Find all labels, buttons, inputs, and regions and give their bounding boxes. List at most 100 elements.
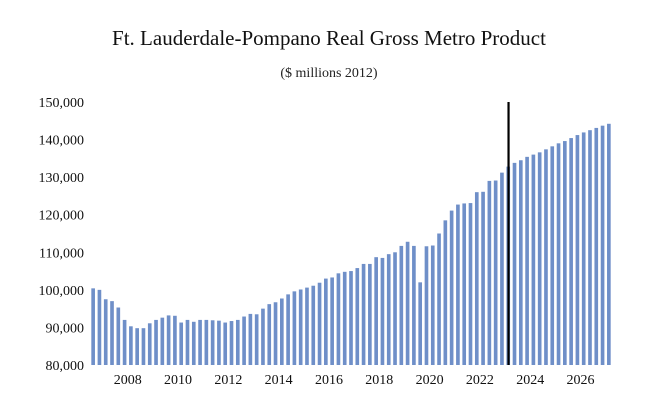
x-tick-label: 2010 (164, 373, 192, 388)
bar (97, 289, 102, 365)
bar (399, 245, 404, 365)
bar (210, 320, 215, 365)
y-axis-ticks: 80,000 90,000 100,000 110,000 120,000 130,000… (39, 96, 85, 374)
x-tick-label: 2020 (416, 373, 444, 388)
bar (141, 328, 146, 365)
bar (531, 154, 536, 365)
bar (594, 127, 599, 365)
bar (147, 323, 152, 365)
bar (242, 316, 246, 365)
x-tick-label: 2016 (315, 373, 343, 388)
bar (525, 156, 529, 365)
bar (191, 321, 196, 365)
bar (116, 307, 121, 365)
bar (443, 220, 448, 365)
bar (179, 322, 184, 365)
bar (355, 268, 360, 365)
bar (449, 210, 454, 365)
bar (474, 192, 479, 365)
bar (412, 245, 416, 365)
chart-subtitle: ($ millions 2012) (280, 66, 378, 81)
bar (292, 291, 297, 365)
bar (437, 233, 441, 365)
bar (311, 285, 316, 365)
x-tick-label: 2014 (265, 373, 293, 388)
bar (305, 287, 309, 365)
bar (330, 277, 334, 365)
bar (537, 152, 542, 365)
bar (103, 299, 108, 365)
x-tick-label: 2008 (114, 373, 142, 388)
bar (368, 263, 372, 365)
y-tick-label: 80,000 (46, 359, 85, 374)
bar (248, 313, 253, 365)
bar (575, 135, 580, 365)
bar (173, 315, 177, 365)
bar (424, 246, 429, 365)
chart-title: Ft. Lauderdale-Pompano Real Gross Metro … (112, 26, 546, 50)
bar (500, 172, 504, 365)
bar (380, 257, 385, 365)
bar (91, 288, 95, 365)
bar (462, 203, 467, 365)
bar (550, 146, 555, 365)
bar (556, 143, 561, 365)
bar (418, 282, 423, 365)
bar (581, 132, 586, 365)
y-tick-label: 150,000 (39, 96, 85, 111)
bar (229, 321, 234, 365)
bar (267, 304, 272, 365)
bar (317, 282, 322, 365)
y-tick-label: 120,000 (39, 209, 85, 224)
bar (588, 130, 592, 365)
bar (393, 252, 397, 365)
bar (160, 317, 165, 365)
bar (600, 125, 605, 365)
x-tick-label: 2026 (567, 373, 595, 388)
bar (349, 271, 353, 365)
bar (518, 160, 523, 365)
y-tick-label: 100,000 (39, 284, 85, 299)
bar (298, 289, 303, 365)
bar (386, 254, 391, 365)
bar (261, 308, 265, 365)
y-tick-label: 140,000 (39, 134, 85, 149)
bar (456, 204, 460, 365)
bar (512, 162, 517, 365)
bar (129, 326, 133, 365)
bar (166, 315, 171, 365)
bar (122, 319, 127, 365)
bar (217, 320, 221, 365)
bar (235, 319, 240, 365)
bar (481, 191, 485, 365)
bar (185, 319, 190, 365)
bar (135, 328, 139, 365)
bar (361, 263, 366, 365)
bar (280, 298, 284, 365)
x-tick-label: 2022 (466, 373, 494, 388)
bar (374, 257, 378, 365)
bar (324, 278, 328, 365)
bar (223, 322, 228, 365)
bar (254, 314, 259, 365)
y-tick-label: 110,000 (39, 246, 84, 261)
bar (204, 319, 209, 365)
y-tick-label: 130,000 (39, 171, 85, 186)
bar (110, 301, 114, 365)
x-tick-label: 2018 (365, 373, 393, 388)
bar (342, 271, 347, 365)
bar (198, 319, 202, 365)
bar (493, 180, 498, 365)
bar (569, 138, 573, 365)
bar (336, 273, 341, 365)
bar (544, 149, 548, 365)
bar (273, 302, 278, 365)
x-tick-label: 2012 (214, 373, 242, 388)
bar (468, 203, 473, 365)
bar (607, 123, 611, 365)
y-tick-label: 90,000 (46, 321, 85, 336)
bar (487, 180, 492, 365)
x-tick-label: 2024 (516, 373, 544, 388)
bar (563, 141, 567, 365)
